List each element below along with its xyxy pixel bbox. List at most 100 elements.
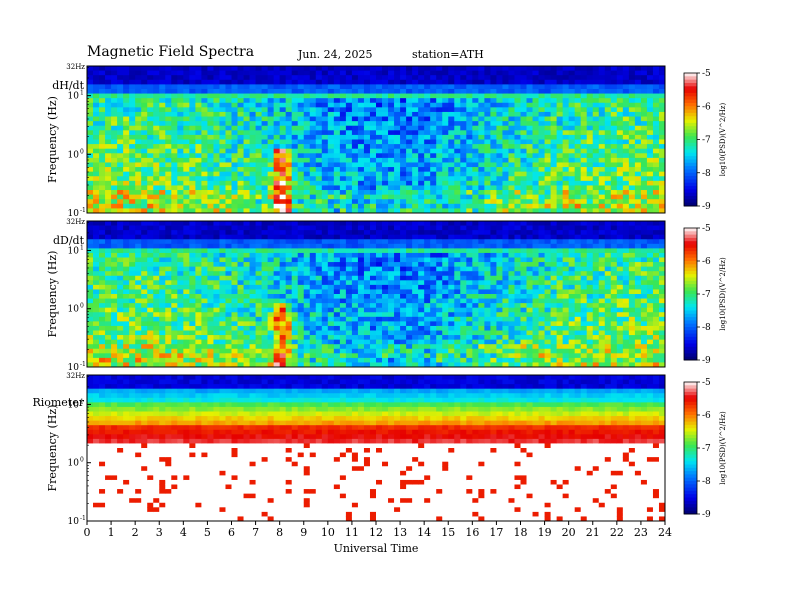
spectrogram-cell [93,221,100,226]
spectrogram-cell [327,84,335,90]
spectrogram-cell [442,111,449,117]
spectrogram-cell [388,275,395,281]
spectrogram-cell [159,353,166,359]
spectrogram-cell [382,199,389,205]
spectrogram-cell [291,88,299,94]
spectrogram-cell [592,111,600,117]
spectrogram-cell [520,185,527,191]
spectrogram-cell [406,70,413,76]
spectrogram-cell [129,298,136,304]
spectrogram-cell [333,275,341,281]
spectrogram-cell [87,225,94,231]
spectrogram-cell [357,75,365,81]
spectrogram-cell [123,70,130,76]
spectrogram-cell [634,75,642,81]
spectrogram-cell [448,79,455,85]
spectrogram-cell [147,321,154,327]
spectrogram-cell [424,221,431,226]
spectrogram-cell [99,79,106,85]
spectrogram-cell [592,167,600,173]
spectrogram-cell [267,289,275,295]
spectrogram-cell [249,107,256,113]
spectrogram-cell [93,289,100,295]
spectrogram-cell [544,176,551,182]
spectrogram-cell [267,330,275,336]
spectrogram-cell [345,208,353,214]
spectrogram-cell [339,339,347,345]
spectrogram-cell [466,190,473,196]
spectrogram-cell [309,312,317,318]
spectrogram-cell [153,190,160,196]
spectrogram-cell [532,125,539,131]
spectrogram-cell [412,148,419,154]
spectrogram-cell [99,312,106,318]
spectrogram-cell [345,298,353,304]
spectrogram-cell [315,203,323,209]
spectrogram-cell [339,153,347,159]
spectrogram-cell [363,234,371,240]
spectrogram-cell [213,248,220,254]
colorbar-segment [684,82,697,87]
spectrogram-cell [388,257,395,263]
spectrogram-cell [249,139,256,145]
spectrogram-cell [544,153,551,159]
spectrogram-cell [502,88,509,94]
spectrogram-cell [345,348,353,354]
colorbar-segment [684,189,697,194]
spectrogram-cell [183,284,190,290]
spectrogram-cell [93,93,100,99]
spectrogram-cell [171,125,178,131]
spectrogram-cell [171,144,178,150]
spectrogram-cell [111,171,118,177]
spectrogram-cell [646,107,654,113]
spectrogram-cell [87,194,94,200]
spectrogram-cell [279,190,287,196]
spectrogram-cell [580,102,588,108]
spectrogram-cell [652,167,660,173]
spectrogram-cell [424,248,431,254]
spectrogram-cell [309,298,317,304]
spectrogram-cell [333,257,341,263]
spectrogram-cell [315,93,323,99]
spectrogram-cell [430,153,437,159]
spectrogram-cell [87,102,94,108]
spectrogram-cell [550,194,558,200]
spectrogram-cell [598,93,606,99]
spectrogram-cell [382,134,389,140]
spectrogram-cell [574,84,582,90]
spectrogram-cell [550,125,558,131]
spectrogram-cell [598,180,606,186]
spectrogram-cell [177,316,184,322]
spectrogram-cell [363,167,371,173]
spectrogram-cell [321,257,329,263]
spectrogram-cell [436,162,443,168]
spectrogram-cell [123,266,130,272]
spectrogram-cell [255,225,262,231]
spectrogram-cell [135,239,142,245]
spectrogram-cell [159,230,166,236]
spectrogram-cell [273,248,281,254]
spectrogram-cell [658,79,666,85]
spectrogram-cell [183,208,190,214]
spectrogram-cell [165,257,172,263]
spectrogram-cell [520,84,527,90]
spectrogram-cell [171,139,178,145]
spectrogram-cell [460,70,467,76]
spectrogram-cell [225,199,232,205]
spectrogram-cell [261,348,269,354]
spectrogram-cell [388,111,395,117]
spectrogram-cell [357,194,365,200]
spectrogram-cell [243,130,250,136]
spectrogram-cell [207,362,214,368]
spectrogram-cell [339,157,347,163]
spectrogram-cell [201,144,208,150]
spectrogram-cell [225,280,232,286]
spectrogram-cell [153,271,160,277]
spectrogram-cell [243,298,250,304]
spectrogram-cell [285,357,293,363]
spectrogram-cell [478,93,485,99]
spectrogram-cell [303,75,311,81]
spectrogram-cell [249,98,256,104]
spectrogram-cell [123,157,130,163]
spectrogram-cell [225,357,232,363]
